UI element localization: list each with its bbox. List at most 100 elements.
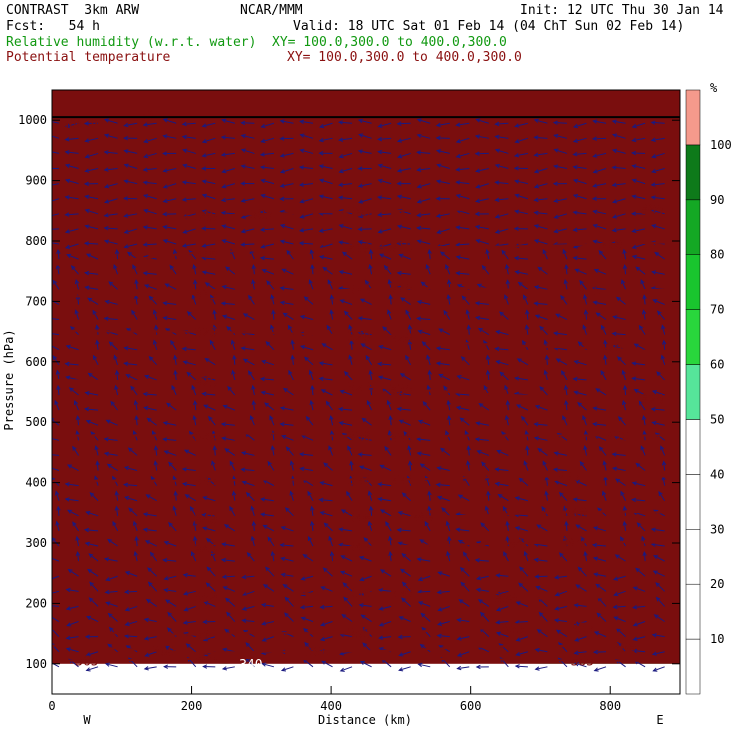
wind-vector [456, 243, 470, 246]
wind-vector [441, 507, 451, 517]
wind-vector [655, 582, 665, 592]
wind-vector [340, 390, 353, 396]
wind-vector [339, 241, 353, 245]
wind-vector [171, 385, 177, 396]
wind-arrowhead [533, 557, 539, 563]
wind-arrowhead [203, 601, 209, 606]
wind-arrowhead [368, 263, 373, 270]
wind-arrowhead [265, 341, 271, 346]
wind-vector [562, 415, 568, 426]
wind-vector [518, 582, 529, 592]
wind-arrowhead [307, 535, 312, 542]
wind-vector [539, 386, 548, 396]
wind-arrowhead [202, 637, 208, 642]
wind-vector [52, 213, 60, 217]
wind-arrowhead [220, 135, 226, 140]
wind-arrowhead [446, 294, 451, 300]
wind-arrowhead [261, 268, 267, 274]
wind-arrowhead [342, 582, 348, 588]
wind-vector [144, 375, 157, 381]
wind-arrowhead [95, 460, 100, 466]
wind-arrowhead [72, 445, 77, 451]
wind-arrowhead [108, 341, 114, 347]
wind-arrowhead [622, 264, 628, 270]
wind-vector [193, 521, 197, 531]
wind-arrowhead [398, 652, 404, 657]
wind-arrowhead [309, 248, 314, 254]
wind-vector [378, 164, 392, 170]
wind-arrowhead [416, 316, 422, 321]
wind-vector [515, 526, 529, 532]
wind-vector [624, 386, 627, 396]
wind-vector [250, 249, 255, 260]
wind-vector [360, 298, 372, 305]
x-tick-label: 800 [599, 699, 621, 713]
wind-vector [65, 363, 79, 366]
wind-arrowhead [593, 526, 599, 531]
wind-arrowhead [123, 179, 129, 184]
wind-vector [320, 256, 333, 260]
wind-arrowhead [563, 384, 569, 390]
wind-arrowhead [631, 178, 637, 183]
wind-vector [245, 657, 255, 668]
wind-vector [614, 590, 626, 596]
wind-vector [260, 257, 274, 260]
wind-vector [89, 582, 99, 592]
wind-vector [88, 373, 99, 381]
wind-vector [564, 280, 568, 290]
surface-theta-label: 301 [139, 108, 161, 122]
wind-vector [653, 666, 665, 672]
wind-vector [222, 168, 235, 173]
wind-arrowhead [279, 183, 285, 188]
wind-arrowhead [142, 391, 148, 397]
wind-arrowhead [443, 309, 448, 315]
wind-vector [643, 310, 646, 320]
wind-arrowhead [496, 449, 502, 454]
wind-vector [202, 152, 216, 157]
wind-arrowhead [461, 295, 467, 301]
wind-vector [267, 537, 275, 547]
wind-vector [280, 423, 294, 426]
wind-arrowhead [162, 198, 168, 204]
wind-arrowhead [298, 165, 304, 170]
wind-vector [632, 179, 646, 185]
wind-vector [113, 264, 119, 275]
wind-vector [465, 340, 470, 350]
wind-vector [397, 272, 411, 275]
wind-vector [85, 408, 99, 411]
wind-vector [535, 405, 548, 411]
wind-vector [328, 536, 333, 547]
wind-vector [573, 378, 587, 381]
wind-arrowhead [134, 535, 139, 541]
center-name: NCAR/MMM [240, 3, 303, 18]
wind-arrowhead [437, 571, 443, 576]
wind-vector [143, 122, 157, 126]
wind-arrowhead [514, 619, 520, 625]
wind-arrowhead [288, 369, 293, 375]
wind-arrowhead [164, 283, 170, 288]
wind-arrowhead [396, 168, 402, 173]
wind-arrowhead [505, 263, 510, 270]
wind-vector [344, 371, 353, 381]
wind-arrowhead [533, 224, 539, 229]
wind-arrowhead [407, 339, 413, 345]
wind-arrowhead [632, 586, 638, 591]
wind-vector [639, 325, 646, 335]
wind-arrowhead [162, 437, 168, 442]
wind-arrowhead [305, 415, 311, 421]
wind-arrowhead [479, 611, 485, 617]
wind-vector [126, 374, 138, 381]
wind-vector [594, 666, 607, 672]
wind-arrowhead [435, 213, 441, 218]
top-boundary-band [52, 90, 680, 664]
theta-contour-label: 350 [347, 587, 370, 602]
colorbar-label: 10 [710, 632, 724, 646]
wind-arrowhead [397, 541, 403, 546]
wind-arrowhead [650, 120, 656, 125]
wind-vector [67, 464, 79, 471]
wind-arrowhead [93, 354, 98, 360]
wind-arrowhead [279, 196, 285, 202]
wind-arrowhead [384, 445, 389, 451]
theta-contour-label: 315 [347, 284, 370, 299]
wind-arrowhead [620, 536, 625, 542]
